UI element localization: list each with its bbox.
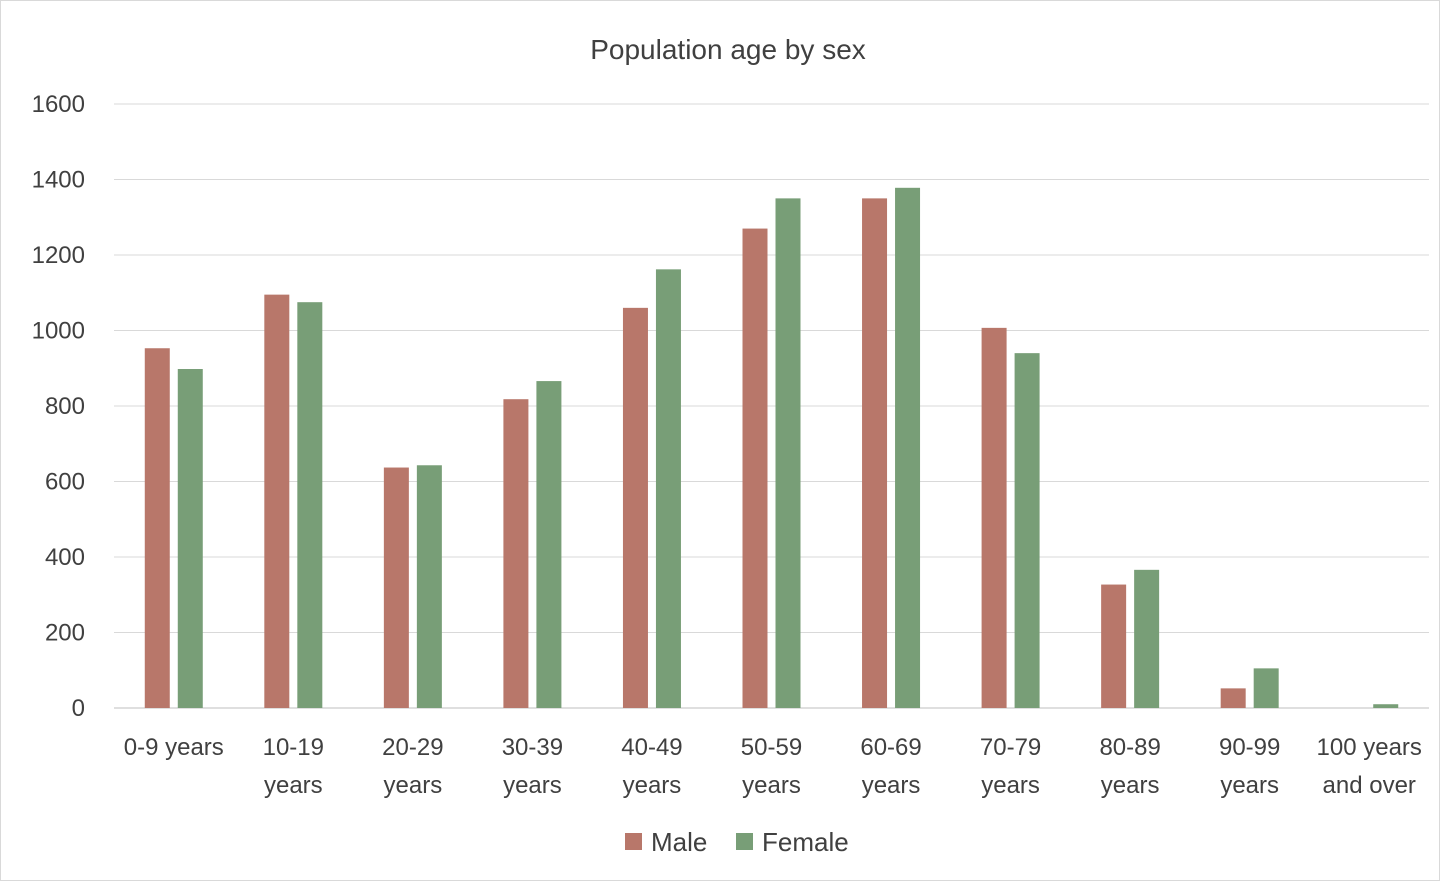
y-tick-label: 400 <box>45 544 85 571</box>
y-tick-label: 600 <box>45 469 85 496</box>
legend-swatch-male <box>625 833 642 850</box>
bar-male <box>144 348 170 708</box>
bar-male <box>622 307 648 708</box>
legend-label-female: Female <box>762 827 849 857</box>
x-tick-label: 60-69 <box>860 734 921 761</box>
bar-male <box>862 198 888 708</box>
x-tick-label: 80-89 <box>1099 734 1160 761</box>
bar-female <box>655 269 681 708</box>
bar-female <box>536 381 562 708</box>
chart-title: Population age by sex <box>590 34 866 65</box>
bar-female <box>1134 569 1160 708</box>
bar-male <box>1220 688 1246 708</box>
x-tick-label: years <box>1101 772 1160 799</box>
x-tick-label: 20-29 <box>382 734 443 761</box>
bar-male <box>503 399 529 708</box>
x-tick-label: years <box>1220 772 1279 799</box>
x-tick-label: 30-39 <box>502 734 563 761</box>
bar-male <box>1101 584 1127 708</box>
bar-female <box>775 198 801 708</box>
x-tick-label: 10-19 <box>263 734 324 761</box>
y-tick-label: 800 <box>45 393 85 420</box>
gridlines <box>114 103 1429 709</box>
legend-label-male: Male <box>651 827 707 857</box>
bar-female <box>1373 704 1399 708</box>
bars <box>144 187 1399 708</box>
y-tick-label: 1400 <box>32 167 85 194</box>
bar-female <box>895 187 921 708</box>
x-tick-label: years <box>742 772 801 799</box>
x-tick-label: years <box>264 772 323 799</box>
legend-swatch-female <box>736 833 753 850</box>
x-tick-label: 90-99 <box>1219 734 1280 761</box>
x-axis: 0-9 years 10-19 years 20-29 years 30-39 years 4… <box>124 734 1422 799</box>
bar-female <box>416 465 442 708</box>
y-tick-label: 1000 <box>32 318 85 345</box>
x-tick-label: years <box>862 772 921 799</box>
x-tick-label: years <box>623 772 682 799</box>
y-tick-label: 1600 <box>32 91 85 118</box>
x-tick-label: years <box>503 772 562 799</box>
bar-male <box>981 327 1007 708</box>
y-tick-label: 200 <box>45 620 85 647</box>
x-tick-label: 70-79 <box>980 734 1041 761</box>
x-tick-label: years <box>981 772 1040 799</box>
x-tick-label: years <box>384 772 443 799</box>
bar-male <box>383 467 409 708</box>
bar-male <box>264 294 290 708</box>
x-tick-label: 100 years <box>1317 734 1422 761</box>
bar-female <box>1014 353 1040 708</box>
y-tick-label: 1200 <box>32 242 85 269</box>
legend: Male Female <box>625 827 849 857</box>
bar-female <box>297 302 323 708</box>
y-tick-label: 0 <box>72 695 85 722</box>
x-tick-label: 40-49 <box>621 734 682 761</box>
y-axis: 0 200 400 600 800 1000 1200 1400 1600 <box>32 91 85 722</box>
bar-female <box>177 369 203 708</box>
bar-female <box>1253 668 1279 708</box>
x-tick-label: 50-59 <box>741 734 802 761</box>
bar-male <box>742 228 768 708</box>
x-tick-label: 0-9 years <box>124 734 224 761</box>
x-tick-label: and over <box>1323 772 1416 799</box>
